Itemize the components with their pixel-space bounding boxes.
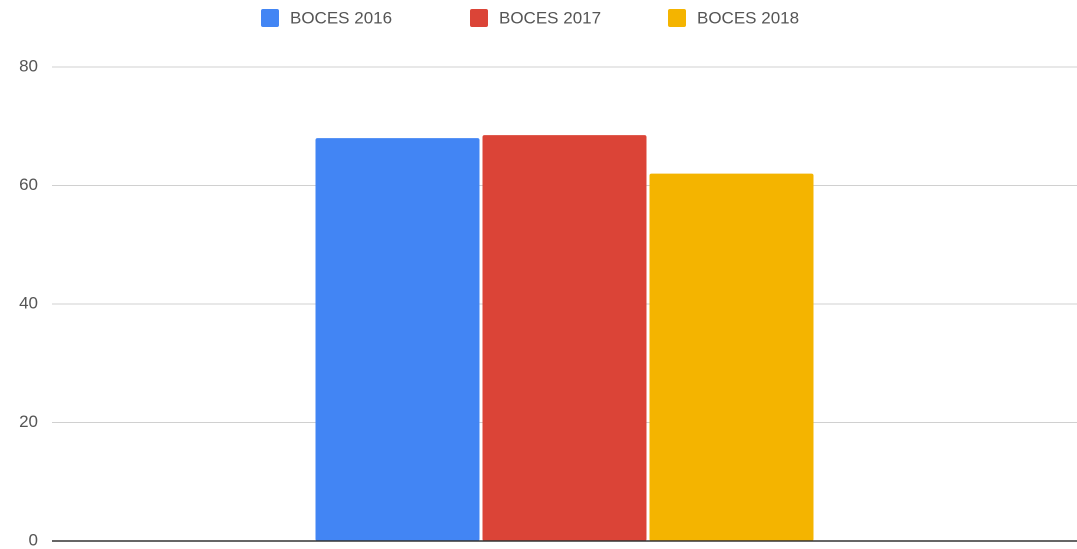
y-tick-label: 20 (19, 412, 38, 431)
legend-swatch (261, 9, 279, 27)
legend-label: BOCES 2016 (290, 8, 392, 27)
legend-swatch (470, 9, 488, 27)
y-tick-label: 80 (19, 56, 38, 75)
y-tick-label: 60 (19, 175, 38, 194)
bar (315, 138, 480, 541)
legend-label: BOCES 2018 (697, 8, 799, 27)
legend-label: BOCES 2017 (499, 8, 601, 27)
bar (482, 135, 647, 541)
y-tick-label: 0 (29, 530, 38, 549)
bar (649, 173, 814, 541)
y-tick-label: 40 (19, 293, 38, 312)
legend-swatch (668, 9, 686, 27)
